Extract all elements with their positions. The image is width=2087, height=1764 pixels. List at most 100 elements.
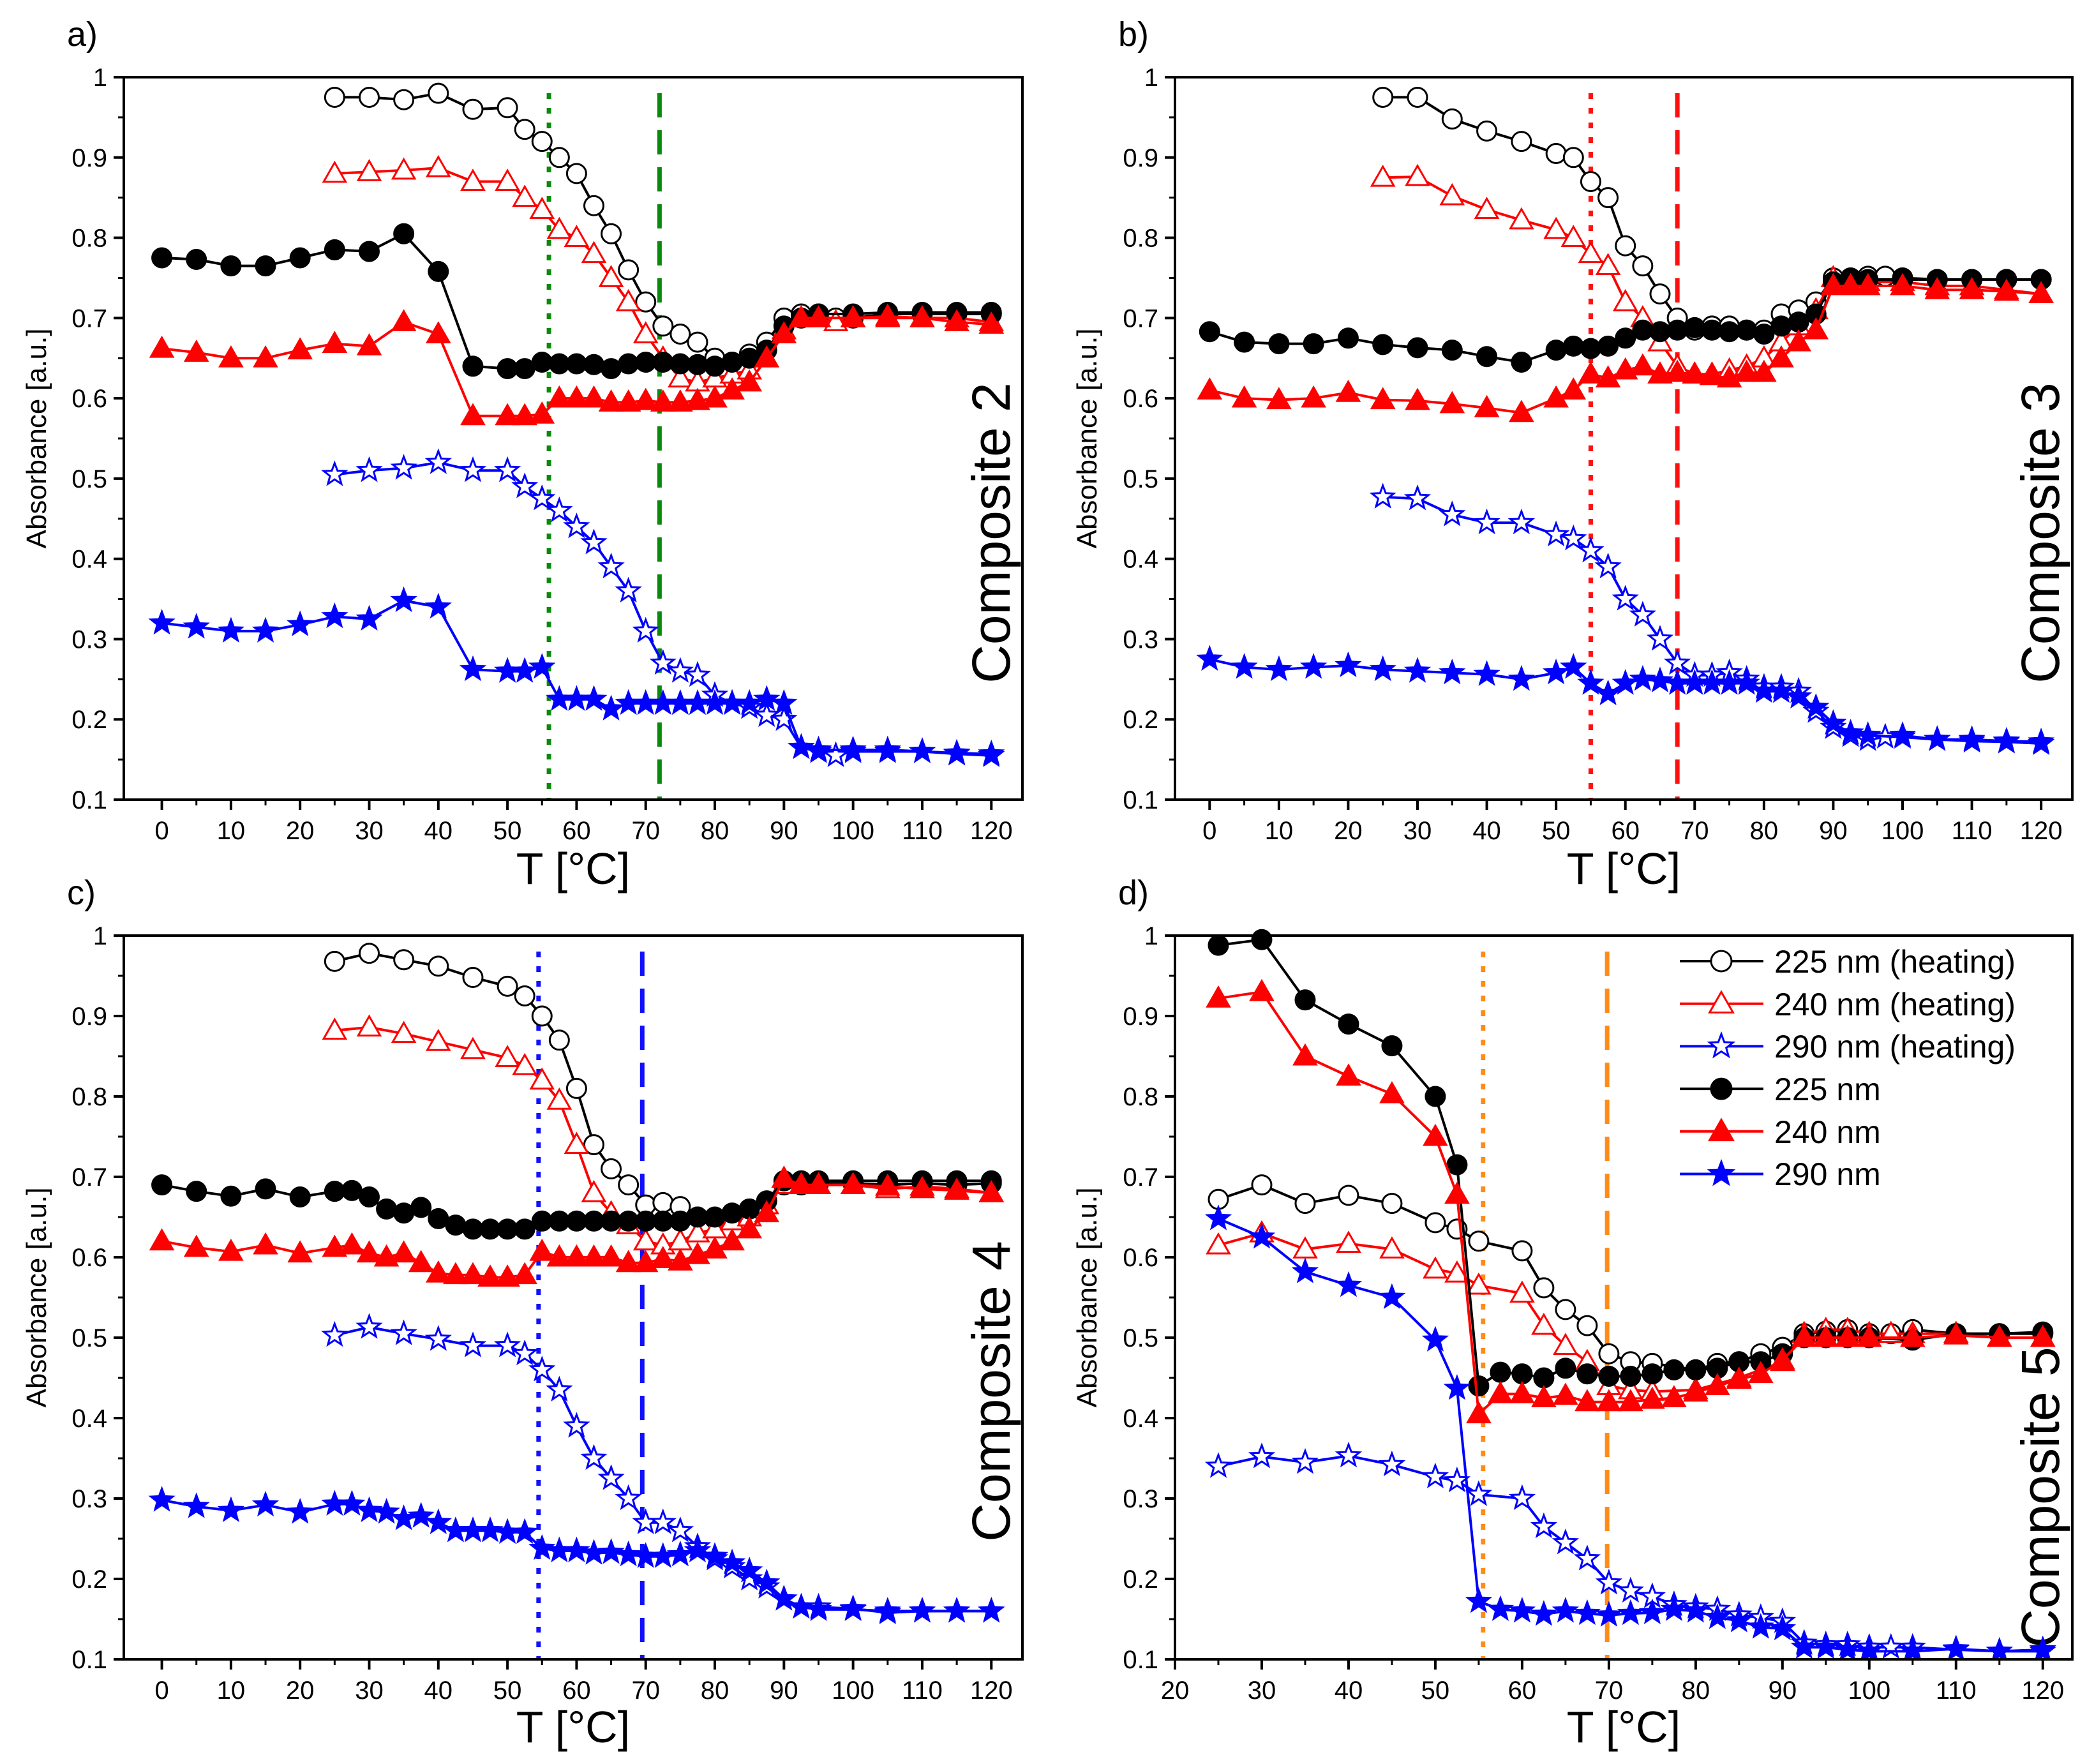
triangle-marker	[495, 403, 520, 426]
star-marker	[1612, 669, 1639, 695]
triangle-marker	[1423, 1123, 1448, 1146]
star-marker	[615, 576, 642, 602]
star-marker	[805, 735, 832, 762]
x-tick-label: 80	[701, 1677, 729, 1705]
star-marker	[1552, 1528, 1580, 1555]
star-marker	[546, 1375, 573, 1401]
star-marker	[649, 648, 677, 675]
circle-marker	[410, 1197, 432, 1218]
circle-marker	[1294, 989, 1316, 1011]
star-marker	[752, 1569, 781, 1595]
star-marker	[1646, 666, 1674, 692]
star-marker	[649, 689, 677, 715]
star-marker	[666, 657, 694, 683]
circle-marker	[565, 1077, 587, 1099]
star-marker	[1291, 1448, 1319, 1474]
circle-marker	[462, 98, 484, 120]
triangle-marker	[737, 369, 763, 392]
circle-marker	[497, 975, 518, 997]
series-225-nm	[151, 1170, 1002, 1240]
x-tick-label: 20	[286, 817, 315, 845]
star-marker	[1465, 1587, 1493, 1613]
circle-marker	[1710, 950, 1733, 973]
circle-marker	[618, 259, 640, 281]
star-marker	[511, 657, 539, 683]
circle-marker	[1649, 283, 1671, 305]
star-marker	[1707, 1158, 1736, 1186]
series-240-nm	[1206, 978, 2056, 1424]
plot-frame	[1174, 76, 2074, 801]
y-tick-label: 0.3	[71, 625, 107, 654]
star-marker	[442, 1516, 470, 1543]
circle-marker	[1251, 1174, 1273, 1196]
circle-marker	[1701, 319, 1723, 341]
circle-marker	[462, 355, 484, 377]
star-marker	[493, 456, 521, 482]
triangle-marker	[1786, 329, 1811, 352]
triangle-marker	[1439, 391, 1465, 414]
triangle-marker	[1596, 1389, 1622, 1412]
circle-marker	[1576, 1315, 1598, 1336]
triangle-marker	[1924, 277, 1950, 299]
star-marker	[1594, 552, 1622, 579]
star-marker	[1790, 1633, 1818, 1659]
triangle-marker	[1612, 288, 1638, 311]
triangle-marker	[391, 1240, 417, 1263]
circle-marker	[1580, 338, 1601, 359]
star-marker	[459, 655, 487, 682]
circle-marker	[1753, 323, 1775, 345]
triangle-marker	[322, 331, 348, 354]
star-marker	[476, 1516, 504, 1543]
x-tick-label: 60	[562, 817, 591, 845]
star-marker	[580, 685, 608, 711]
y-tick-label: 1	[93, 64, 107, 92]
star-marker	[1248, 1223, 1276, 1249]
star-marker	[1993, 726, 2021, 753]
triangle-marker	[356, 159, 382, 181]
circle-marker	[324, 86, 345, 108]
triangle-marker	[1206, 985, 1231, 1008]
triangle-marker	[1855, 273, 1881, 295]
panel-label: d)	[1118, 874, 1149, 912]
star-marker	[1877, 1633, 1904, 1659]
x-axis-title: T [°C]	[1567, 1702, 1680, 1752]
circle-marker	[1666, 319, 1688, 341]
triangle-marker	[1336, 1230, 1361, 1253]
star-marker	[1834, 1635, 1861, 1659]
circle-marker	[1381, 1035, 1403, 1057]
star-marker	[1707, 1031, 1736, 1059]
triangle-marker	[529, 1238, 555, 1261]
triangle-marker	[1531, 1312, 1557, 1335]
circle-marker	[1338, 1013, 1359, 1035]
star-marker	[1747, 1613, 1775, 1639]
circle-marker	[548, 353, 570, 375]
circle-marker	[1632, 255, 1654, 277]
circle-marker	[531, 352, 553, 373]
triangle-marker	[581, 1179, 607, 1202]
triangle-marker	[840, 1172, 866, 1195]
star-marker	[217, 1496, 245, 1522]
star-marker	[597, 1464, 625, 1490]
x-tick-label: 40	[1335, 1677, 1363, 1705]
composite-label: Composite 3	[2010, 382, 2070, 684]
circle-marker	[635, 352, 657, 373]
triangle-marker	[1379, 1236, 1405, 1259]
composite-label: Composite 4	[961, 1241, 1021, 1542]
star-marker	[251, 1490, 280, 1517]
circle-marker	[1545, 142, 1567, 164]
star-marker	[563, 1536, 590, 1562]
star-marker	[563, 1412, 590, 1438]
star-marker	[666, 1540, 694, 1567]
star-marker	[287, 1498, 314, 1524]
x-tick-label: 40	[1472, 817, 1501, 845]
circle-marker	[1642, 1363, 1663, 1385]
star-marker	[1542, 520, 1570, 546]
triangle-marker	[632, 1228, 659, 1251]
triangle-marker	[737, 1216, 763, 1239]
triangle-marker	[1543, 216, 1569, 239]
star-marker	[1473, 660, 1500, 686]
circle-marker	[514, 358, 535, 380]
star-marker	[1629, 665, 1657, 691]
triangle-marker	[512, 1262, 538, 1285]
star-marker	[1784, 682, 1813, 709]
